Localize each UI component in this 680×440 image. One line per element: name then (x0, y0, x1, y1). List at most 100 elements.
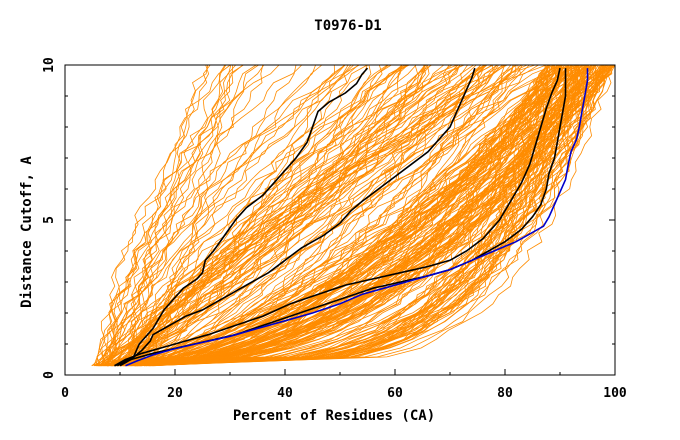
orange-series-line (121, 64, 565, 367)
orange-series-line (131, 64, 508, 366)
orange-series-line (134, 64, 614, 367)
orange-series-line (110, 64, 499, 367)
orange-series-line (96, 64, 468, 367)
orange-series-line (140, 64, 488, 367)
x-tick-label: 80 (497, 386, 513, 401)
x-tick-label: 100 (603, 386, 627, 401)
orange-series-line (148, 64, 583, 367)
orange-series-line (111, 64, 383, 367)
y-tick-label: 5 (42, 216, 57, 224)
orange-series-line (139, 64, 494, 367)
orange-series-line (129, 64, 403, 366)
blue-series-line (125, 68, 589, 367)
orange-series-line (100, 64, 530, 367)
orange-series-line (119, 64, 596, 367)
orange-series-line (101, 64, 482, 367)
orange-series-line (132, 64, 604, 367)
orange-series-line (129, 64, 587, 367)
x-axis: 0 20 40 60 80 100 (61, 369, 627, 401)
y-tick-label: 10 (42, 57, 57, 73)
orange-series-line (124, 64, 564, 367)
orange-series-line (113, 64, 612, 367)
orange-series-line (136, 64, 516, 367)
orange-series-line (104, 64, 244, 366)
orange-series-line (122, 64, 297, 367)
orange-series-line (104, 64, 432, 367)
orange-series-line (125, 64, 410, 366)
orange-series-line (135, 64, 487, 367)
x-axis-label: Percent of Residues (CA) (233, 408, 435, 424)
orange-series-line (101, 64, 231, 366)
orange-series-line (134, 64, 316, 366)
orange-series-line (138, 64, 498, 367)
orange-series-line (122, 64, 604, 367)
y-axis-label: Distance Cutoff, A (19, 156, 35, 308)
orange-series-line (135, 64, 417, 366)
orange-series-line (127, 64, 551, 367)
orange-series-line (138, 64, 597, 367)
orange-series-line (124, 64, 559, 367)
orange-series-line (101, 64, 360, 366)
orange-series-line (104, 64, 388, 366)
x-tick-label: 60 (387, 386, 403, 401)
y-axis: 0 5 10 (42, 57, 615, 379)
orange-series-line (149, 64, 550, 367)
orange-series-line (105, 64, 562, 367)
orange-series-line (126, 64, 323, 366)
orange-series-line (110, 64, 602, 367)
x-tick-label: 0 (61, 386, 69, 401)
orange-series-line (125, 64, 402, 367)
orange-series-line (119, 64, 565, 367)
orange-series-line (138, 64, 486, 367)
orange-series-line (146, 64, 597, 367)
orange-series-group (91, 64, 616, 367)
orange-series-line (98, 64, 572, 367)
orange-series-line (103, 64, 232, 366)
orange-series-line (135, 64, 577, 367)
orange-series-line (137, 64, 359, 366)
orange-series-line (127, 64, 210, 366)
orange-series-line (98, 64, 518, 367)
orange-series-line (136, 64, 389, 367)
orange-series-line (122, 64, 614, 367)
orange-series-line (148, 64, 561, 367)
orange-series-line (118, 64, 615, 367)
orange-series-line (110, 64, 559, 367)
orange-series-line (149, 64, 601, 367)
orange-series-line (117, 64, 517, 367)
orange-series-line (95, 64, 368, 366)
orange-series-line (106, 64, 346, 366)
orange-series-line (124, 64, 453, 367)
orange-series-line (138, 64, 615, 367)
orange-series-line (100, 64, 494, 367)
orange-series-line (111, 64, 506, 367)
orange-series-line (137, 64, 548, 367)
orange-series-line (116, 64, 409, 367)
orange-series-line (128, 64, 577, 367)
x-tick-label: 20 (167, 386, 183, 401)
orange-series-line (112, 64, 403, 367)
orange-series-line (128, 64, 209, 366)
black-series-line (114, 67, 561, 367)
orange-series-line (140, 64, 584, 367)
orange-series-line (149, 64, 581, 367)
black-series-line (119, 67, 476, 367)
orange-series-line (133, 64, 546, 367)
black-series-line (116, 67, 369, 367)
orange-series-line (108, 64, 608, 367)
orange-series-line (131, 64, 550, 367)
highlighted-series-group (114, 67, 589, 367)
orange-series-line (94, 64, 259, 367)
y-tick-label: 0 (42, 371, 57, 379)
orange-series-line (97, 64, 582, 367)
orange-series-line (120, 64, 608, 367)
orange-series-line (141, 64, 226, 366)
orange-series-line (135, 64, 458, 366)
orange-series-line (113, 64, 616, 367)
x-tick-label: 40 (277, 386, 293, 401)
orange-series-line (154, 64, 607, 367)
orange-series-line (103, 64, 264, 366)
chart-title: T0976-D1 (314, 18, 381, 34)
